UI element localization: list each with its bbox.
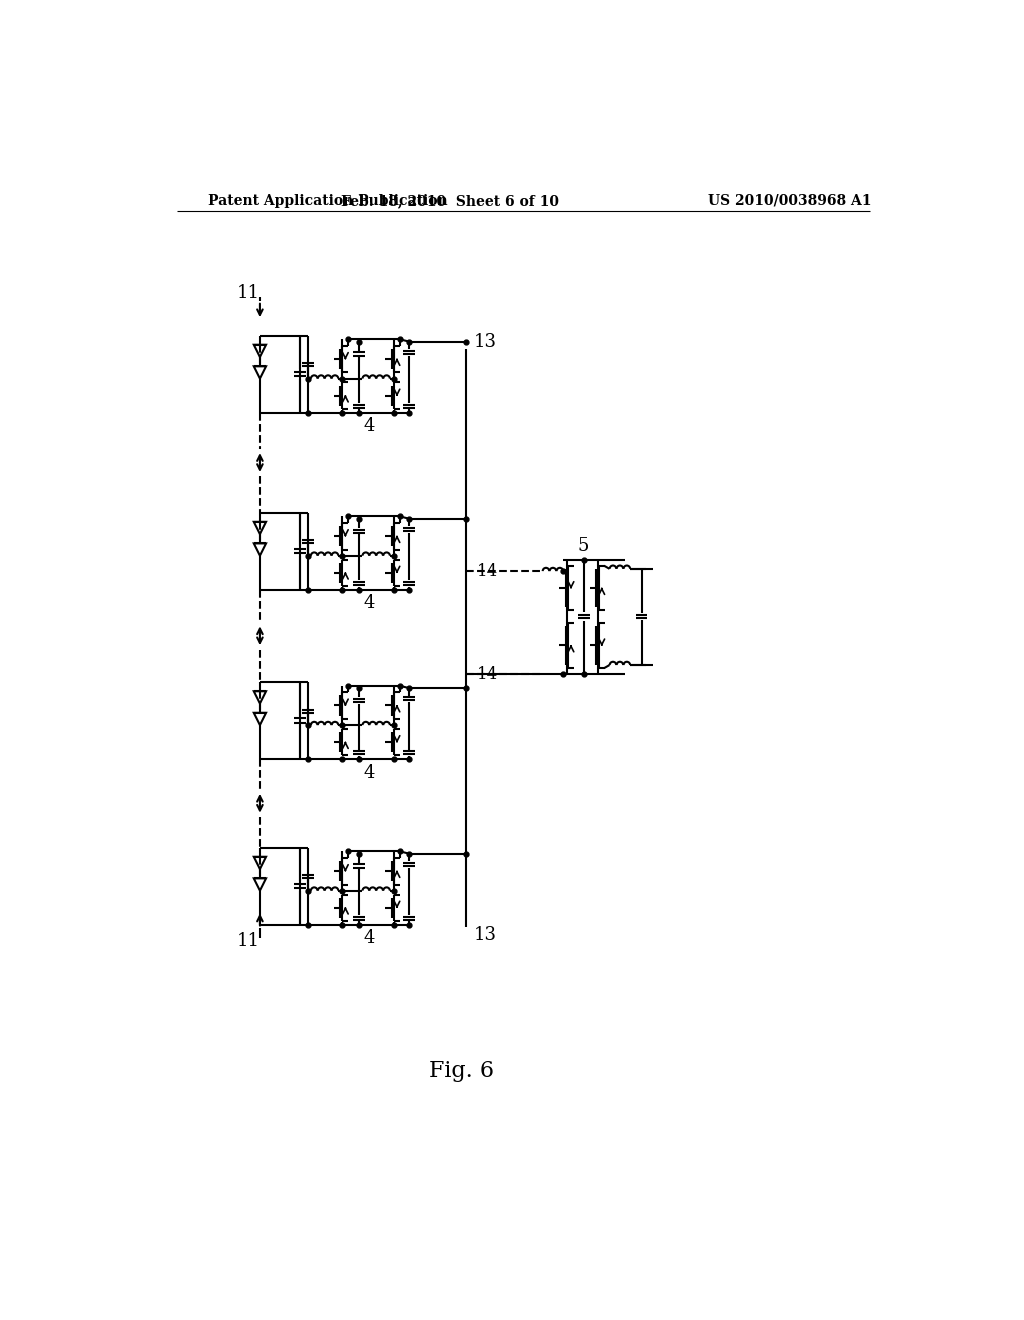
Text: US 2010/0038968 A1: US 2010/0038968 A1 [708,194,871,207]
Text: 4: 4 [364,594,375,612]
Text: 4: 4 [364,417,375,436]
Text: Patent Application Publication: Patent Application Publication [208,194,447,207]
Text: 14: 14 [476,665,498,682]
Text: 11: 11 [237,284,260,302]
Text: 5: 5 [578,537,589,554]
Text: 4: 4 [364,764,375,781]
Text: 13: 13 [473,333,497,351]
Text: 11: 11 [237,932,260,950]
Text: 4: 4 [364,929,375,948]
Text: 14: 14 [476,562,498,579]
Text: Fig. 6: Fig. 6 [429,1060,495,1082]
Text: Feb. 18, 2010  Sheet 6 of 10: Feb. 18, 2010 Sheet 6 of 10 [341,194,559,207]
Text: 13: 13 [473,925,497,944]
